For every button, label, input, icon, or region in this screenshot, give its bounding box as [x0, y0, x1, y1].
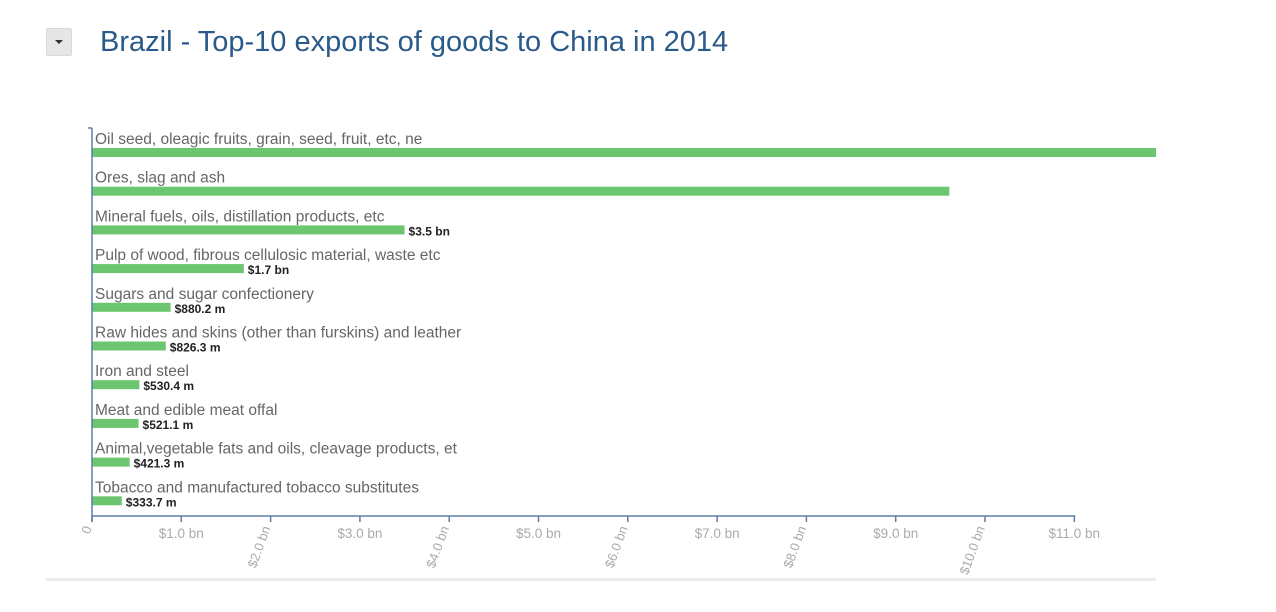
bar [92, 225, 405, 235]
x-tick-label: $5.0 bn [516, 526, 561, 541]
data-label: $880.2 m [175, 302, 226, 316]
bar [92, 496, 122, 506]
data-label: $521.1 m [143, 418, 194, 432]
data-label: $3.5 bn [409, 224, 450, 238]
bar [92, 457, 130, 467]
bar [92, 186, 950, 196]
data-label: $333.7 m [126, 495, 177, 509]
data-label: $530.4 m [143, 379, 194, 393]
x-tick-label: $9.0 bn [873, 526, 918, 541]
category-label: Pulp of wood, fibrous cellulosic materia… [95, 247, 441, 264]
x-tick-label: 0 [78, 524, 95, 536]
data-label: $1.7 bn [248, 263, 289, 277]
category-label: Oil seed, oleagic fruits, grain, seed, f… [95, 131, 422, 148]
category-label: Ores, slag and ash [95, 170, 225, 187]
x-tick-label: $1.0 bn [159, 526, 204, 541]
category-label: Meat and edible meat offal [95, 402, 277, 419]
bar [92, 148, 1156, 157]
chart-title: Brazil - Top-10 exports of goods to Chin… [100, 25, 729, 58]
x-tick-label: $11.0 bn [1049, 526, 1101, 541]
x-tick-label: $6.0 bn [602, 524, 631, 570]
category-label: Sugars and sugar confectionery [95, 286, 314, 303]
x-tick-label: $2.0 bn [244, 524, 273, 570]
category-label: Tobacco and manufactured tobacco substit… [95, 479, 419, 496]
data-label: $826.3 m [170, 341, 221, 355]
data-label: $421.3 m [134, 457, 185, 471]
bar [92, 264, 244, 274]
bar [92, 380, 140, 390]
caret-down-icon[interactable] [46, 28, 72, 56]
category-label: Raw hides and skins (other than furskins… [95, 325, 461, 342]
bar [92, 341, 166, 351]
category-label: Iron and steel [95, 363, 189, 380]
x-tick-label: $10.0 bn [956, 524, 987, 577]
x-tick-label: $3.0 bn [337, 526, 382, 541]
x-tick-label: $4.0 bn [423, 524, 452, 570]
chart-header: Brazil - Top-10 exports of goods to Chin… [46, 22, 728, 62]
bar [92, 418, 139, 428]
x-tick-label: $8.0 bn [780, 524, 809, 570]
category-label: Mineral fuels, oils, distillation produc… [95, 208, 385, 225]
category-label: Animal,vegetable fats and oils, cleavage… [95, 441, 458, 458]
bar [92, 302, 171, 312]
divider [46, 578, 1156, 581]
x-tick-label: $7.0 bn [695, 526, 740, 541]
